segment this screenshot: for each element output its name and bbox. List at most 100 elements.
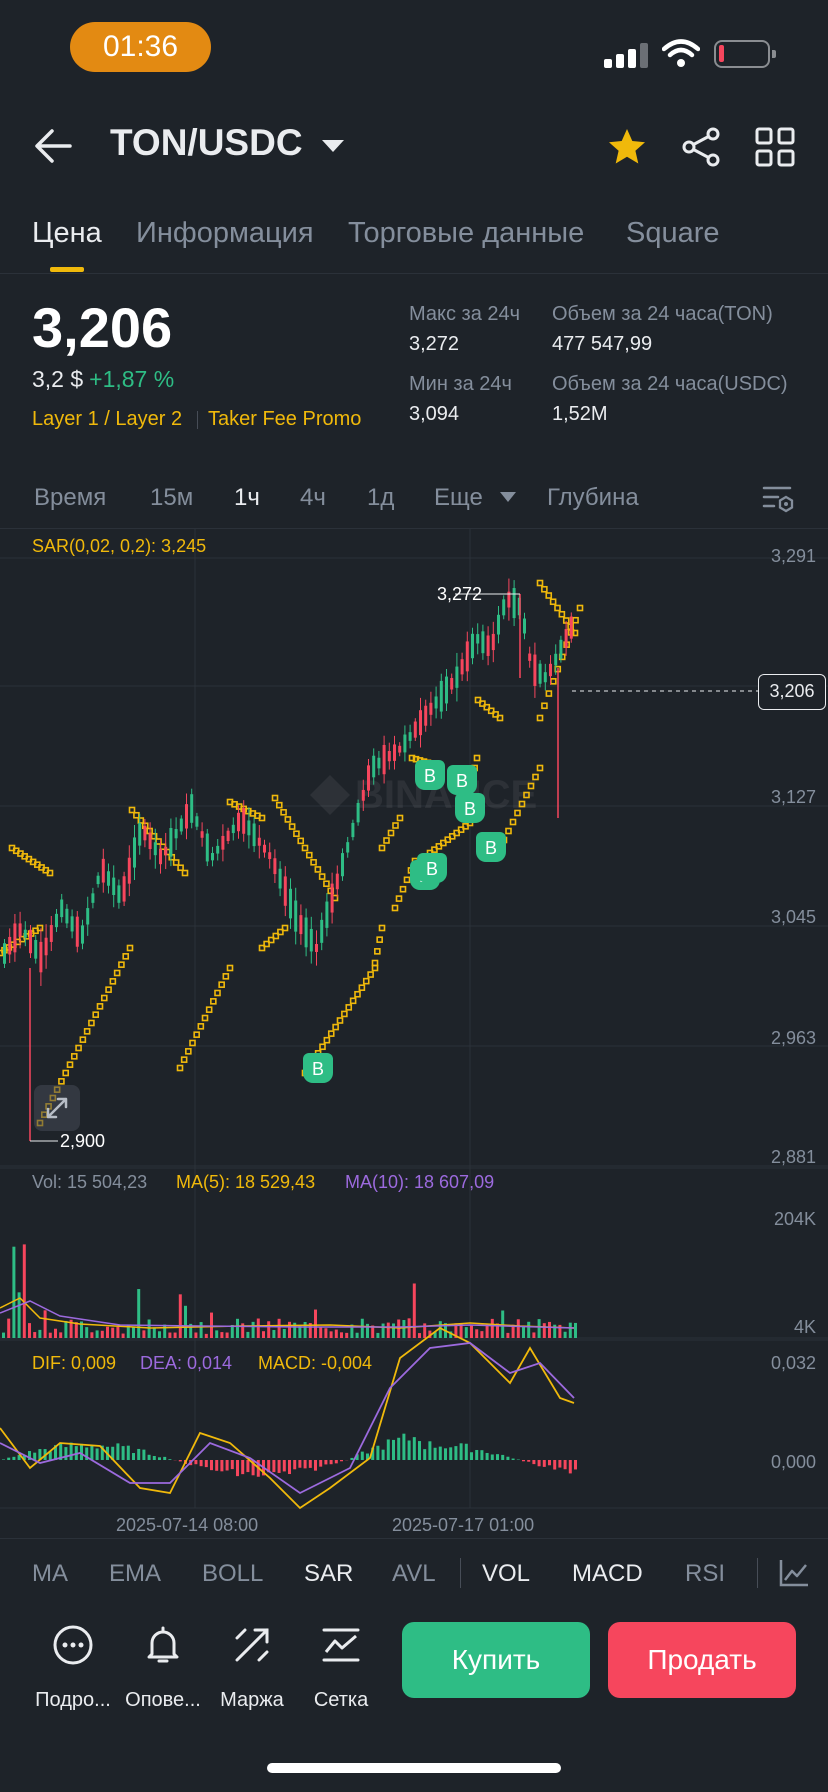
- volume-bar: [366, 1323, 369, 1338]
- sar-dot: [462, 823, 469, 830]
- sar-dot: [523, 791, 530, 799]
- sar-dot: [180, 1056, 188, 1063]
- macd-bar: [433, 1447, 437, 1460]
- tag-layer[interactable]: Layer 1 / Layer 2: [32, 408, 183, 430]
- sar-dot: [558, 610, 566, 618]
- candle: [86, 908, 90, 925]
- timeframe-1h[interactable]: 1ч: [234, 484, 260, 511]
- timeframe-more[interactable]: Еще: [434, 484, 483, 511]
- volume-bar: [262, 1331, 265, 1338]
- macd-bar: [386, 1439, 390, 1460]
- volume-bar: [522, 1325, 525, 1338]
- macd-bar: [511, 1458, 515, 1460]
- timeframe-1d[interactable]: 1д: [367, 484, 395, 511]
- macd-bar: [501, 1454, 505, 1460]
- expand-chart-button[interactable]: [34, 1085, 80, 1131]
- volume-bar: [85, 1327, 89, 1338]
- candle: [346, 842, 350, 853]
- sar-dot: [176, 1064, 184, 1072]
- sar-dot: [527, 782, 535, 790]
- action-grid-label: Сетка: [313, 1689, 369, 1711]
- volume-bar: [340, 1332, 343, 1338]
- volume-bar: [38, 1329, 42, 1338]
- volume-bar: [147, 1319, 151, 1338]
- candle: [476, 634, 480, 644]
- tab-info[interactable]: Информация: [136, 217, 314, 249]
- indicator-boll[interactable]: BOLL: [202, 1560, 264, 1587]
- timeframe-time[interactable]: Время: [34, 484, 107, 511]
- tab-trading-data[interactable]: Торговые данные: [348, 217, 585, 249]
- action-details[interactable]: Подро...: [34, 1624, 112, 1712]
- indicator-macd[interactable]: MACD: [572, 1560, 643, 1587]
- candle: [289, 888, 292, 919]
- expand-icon: [46, 1097, 68, 1119]
- price-chart[interactable]: BINANCE: [0, 528, 828, 1538]
- y-axis-label: 3,127: [770, 787, 816, 807]
- tag-fee-promo[interactable]: Taker Fee Promo: [208, 408, 362, 430]
- indicator-rsi[interactable]: RSI: [685, 1560, 726, 1587]
- macd-bar: [360, 1451, 364, 1460]
- indicator-settings-icon[interactable]: [778, 1558, 810, 1588]
- macd-bar: [121, 1446, 125, 1460]
- macd-bar: [95, 1448, 99, 1460]
- volume-bar: [548, 1321, 551, 1338]
- tab-square[interactable]: Square: [626, 217, 720, 249]
- macd-bar: [272, 1460, 276, 1473]
- sar-dot: [358, 984, 366, 991]
- action-grid[interactable]: Сетка: [302, 1624, 380, 1712]
- sar-dot: [105, 986, 112, 993]
- volume-bar: [116, 1326, 120, 1338]
- y-axis-label: 2,881: [770, 1147, 816, 1167]
- vol-axis-label: 204K: [773, 1209, 816, 1229]
- candle: [382, 744, 386, 775]
- sar-dot: [341, 1010, 348, 1018]
- pair-title[interactable]: TON/USDC: [110, 122, 303, 163]
- grid-menu-icon[interactable]: [754, 126, 796, 168]
- macd-bar: [319, 1460, 323, 1467]
- indicator-vol[interactable]: VOL: [482, 1560, 531, 1587]
- back-arrow-icon[interactable]: [34, 128, 74, 164]
- svg-text:BINANCE: BINANCE: [355, 773, 537, 817]
- indicator-sar[interactable]: SAR: [304, 1560, 354, 1587]
- indicator-avl[interactable]: AVL: [392, 1560, 436, 1587]
- macd-bar: [553, 1460, 557, 1470]
- candle: [221, 835, 225, 850]
- sar-dot: [541, 585, 548, 593]
- volume-bar: [475, 1329, 479, 1338]
- candle: [148, 832, 152, 850]
- macd-bar: [152, 1456, 156, 1460]
- sar-dot: [545, 592, 553, 599]
- macd-bar: [423, 1449, 427, 1460]
- volume-bar: [246, 1331, 250, 1338]
- buy-button[interactable]: Купить: [402, 1622, 590, 1698]
- volume-bar: [308, 1323, 312, 1338]
- tab-price[interactable]: Цена: [32, 217, 102, 249]
- timeframe-4h[interactable]: 4ч: [300, 484, 326, 511]
- sar-dot: [301, 844, 309, 852]
- pair-dropdown-icon[interactable]: [322, 140, 344, 152]
- current-price-tag[interactable]: 3,206: [758, 674, 826, 710]
- volume-bar: [527, 1321, 531, 1338]
- macd-bar: [324, 1460, 328, 1465]
- candle: [564, 629, 568, 648]
- candle: [216, 845, 220, 854]
- timeframe-depth[interactable]: Глубина: [547, 484, 639, 511]
- chart-settings-icon[interactable]: [762, 484, 794, 514]
- sell-button[interactable]: Продать: [608, 1622, 796, 1698]
- indicator-ema[interactable]: EMA: [109, 1560, 162, 1587]
- action-alerts[interactable]: Опове...: [124, 1624, 202, 1712]
- macd-bar: [251, 1460, 255, 1476]
- more-dropdown-icon[interactable]: [500, 492, 516, 502]
- timeframe-15m[interactable]: 15м: [150, 484, 194, 511]
- macd-bar: [298, 1460, 302, 1468]
- candle: [486, 635, 490, 656]
- action-margin[interactable]: Маржа: [213, 1624, 291, 1712]
- sar-dot: [58, 1078, 65, 1085]
- macd-bar: [85, 1447, 89, 1460]
- volume-bar: [418, 1333, 421, 1338]
- sar-dot: [392, 822, 399, 829]
- share-icon[interactable]: [680, 126, 722, 168]
- favorite-star-icon[interactable]: [606, 126, 648, 168]
- indicator-ma[interactable]: MA: [32, 1560, 68, 1587]
- macd-bar: [402, 1433, 406, 1460]
